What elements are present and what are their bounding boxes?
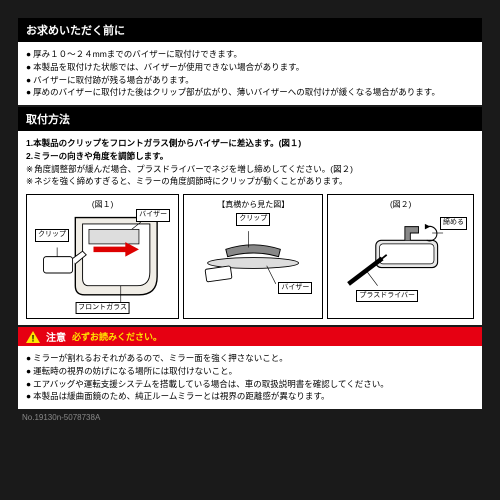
lbl-tighten: 締める	[440, 217, 467, 230]
s1-item: バイザーに取付跡が残る場合があります。	[26, 74, 474, 87]
warning-sub: 必ずお読みください。	[72, 330, 162, 343]
svg-text:!: !	[32, 333, 35, 343]
s1-item: 厚めのバイザーに取付けた後はクリップ部が広がり、薄いバイザーへの取付けが緩くなる…	[26, 86, 474, 99]
section1-list: 厚み１０～２４mmまでのバイザーに取付けできます。 本製品を取付けた状態では、バ…	[26, 48, 474, 99]
warning-label: 注意	[46, 329, 66, 344]
steps: 1.本製品のクリップをフロントガラス側からバイザーに差込ます。(図１) 2.ミラ…	[26, 137, 474, 163]
s1-item: 本製品を取付けた状態では、バイザーが使用できない場合があります。	[26, 61, 474, 74]
lbl-visor2: バイザー	[278, 282, 312, 295]
lbl-clip2: クリップ	[236, 213, 270, 226]
content: お求めいただく前に 厚み１０～２４mmまでのバイザーに取付けできます。 本製品を…	[18, 18, 482, 482]
warning-list: ミラーが割れるおそれがあるので、ミラー面を強く押さないこと。 運転時の視界の妨げ…	[26, 352, 474, 403]
figure-side: 【真横から見た図】 クリップ バイザー	[183, 194, 323, 319]
figure-2: (図２) 締める プラスドライバー	[327, 194, 474, 319]
warning-body: ミラーが割れるおそれがあるので、ミラー面を強く押さないこと。 運転時の視界の妨げ…	[18, 346, 482, 409]
warn-item: 運転時の視界の妨げになる場所には取付けないこと。	[26, 365, 474, 378]
s1-item: 厚み１０～２４mmまでのバイザーに取付けできます。	[26, 48, 474, 61]
step: 2.ミラーの向きや角度を調節します。	[26, 150, 474, 163]
section1-header: お求めいただく前に	[18, 18, 482, 42]
lbl-driver: プラスドライバー	[356, 290, 418, 303]
lbl-visor: バイザー	[136, 209, 170, 222]
diagram-row: (図１) クリップ バイザー フロントガラス 【真横から見た図】	[26, 194, 474, 319]
warn-item: 本製品は緩曲面鏡のため、純正ルームミラーとは視界の距離感が異なります。	[26, 390, 474, 403]
section1-body: 厚み１０～２４mmまでのバイザーに取付けできます。 本製品を取付けた状態では、バ…	[18, 42, 482, 105]
note: ネジを強く締めすぎると、ミラーの角度調節時にクリップが動くことがあります。	[26, 175, 474, 188]
section2-body: 1.本製品のクリップをフロントガラス側からバイザーに差込ます。(図１) 2.ミラ…	[18, 131, 482, 325]
step: 1.本製品のクリップをフロントガラス側からバイザーに差込ます。(図１)	[26, 137, 474, 150]
fig2-title: (図２)	[332, 199, 469, 211]
notes: 角度調整部が緩んだ場合、プラスドライバーでネジを増し締めしてください。(図２) …	[26, 163, 474, 189]
page-root: お求めいただく前に 厚み１０～２４mmまでのバイザーに取付けできます。 本製品を…	[0, 0, 500, 500]
figure-1: (図１) クリップ バイザー フロントガラス	[26, 194, 179, 319]
section2-header: 取付方法	[18, 107, 482, 131]
lbl-clip: クリップ	[35, 229, 69, 242]
fig1-svg	[31, 213, 174, 313]
warning-header: ! 注意 必ずお読みください。	[18, 327, 482, 346]
warn-item: エアバッグや運転支援システムを搭載している場合は、車の取扱説明書を確認してくださ…	[26, 378, 474, 391]
warning-icon: !	[26, 331, 40, 343]
note: 角度調整部が緩んだ場合、プラスドライバーでネジを増し締めしてください。(図２)	[26, 163, 474, 176]
footer-id: No.19130n-5078738A	[18, 409, 482, 422]
warn-item: ミラーが割れるおそれがあるので、ミラー面を強く押さないこと。	[26, 352, 474, 365]
lbl-glass: フロントガラス	[75, 302, 130, 315]
figside-title: 【真横から見た図】	[188, 199, 318, 211]
figside-svg	[188, 213, 318, 313]
